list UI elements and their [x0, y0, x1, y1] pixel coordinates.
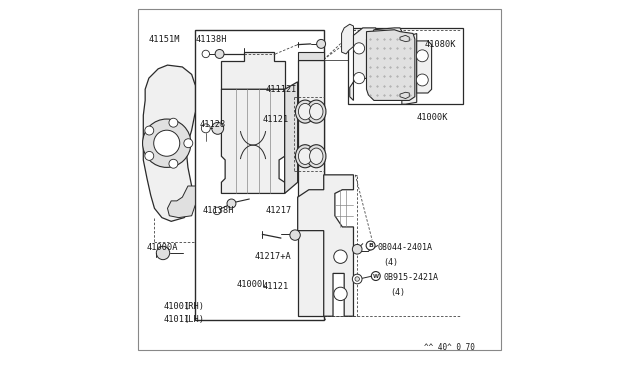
- Text: (RH): (RH): [183, 302, 204, 311]
- Ellipse shape: [310, 148, 323, 164]
- Text: (LH): (LH): [183, 315, 204, 324]
- Polygon shape: [400, 92, 410, 99]
- Circle shape: [417, 74, 428, 86]
- Circle shape: [290, 230, 300, 240]
- Text: 41151M: 41151M: [148, 35, 180, 44]
- Ellipse shape: [296, 100, 315, 123]
- Circle shape: [145, 151, 154, 160]
- Circle shape: [213, 207, 221, 215]
- Circle shape: [392, 52, 404, 64]
- Ellipse shape: [307, 100, 326, 123]
- Polygon shape: [367, 30, 415, 100]
- Text: 41138H: 41138H: [203, 206, 234, 215]
- Circle shape: [145, 126, 154, 135]
- Text: (4): (4): [383, 258, 398, 267]
- Ellipse shape: [310, 103, 323, 120]
- Polygon shape: [221, 52, 285, 89]
- Ellipse shape: [298, 103, 312, 120]
- Text: 41121: 41121: [262, 115, 289, 124]
- Polygon shape: [168, 186, 195, 218]
- Circle shape: [353, 274, 362, 284]
- Circle shape: [317, 39, 326, 48]
- Text: 41001: 41001: [164, 302, 190, 311]
- Text: (4): (4): [390, 288, 405, 296]
- Circle shape: [202, 50, 209, 58]
- Text: 41000L: 41000L: [236, 280, 268, 289]
- Text: 08044-2401A: 08044-2401A: [378, 243, 433, 252]
- Text: 41121: 41121: [262, 282, 289, 291]
- Polygon shape: [298, 60, 324, 316]
- Text: W: W: [372, 273, 379, 279]
- Text: 41112I: 41112I: [266, 85, 298, 94]
- Circle shape: [366, 241, 375, 250]
- Polygon shape: [417, 41, 431, 93]
- Ellipse shape: [298, 148, 312, 164]
- Text: 41080K: 41080K: [424, 40, 456, 49]
- Polygon shape: [349, 28, 376, 100]
- Circle shape: [169, 159, 178, 168]
- Circle shape: [355, 277, 360, 281]
- Polygon shape: [372, 28, 417, 104]
- Text: ^^ 40^ 0 70: ^^ 40^ 0 70: [424, 343, 475, 352]
- Circle shape: [334, 250, 347, 263]
- Ellipse shape: [307, 145, 326, 168]
- Circle shape: [371, 272, 380, 280]
- Polygon shape: [143, 65, 195, 221]
- Text: 41000A: 41000A: [147, 243, 179, 252]
- Text: 0B915-2421A: 0B915-2421A: [384, 273, 439, 282]
- Circle shape: [353, 73, 365, 84]
- Bar: [195, 30, 324, 320]
- Circle shape: [215, 49, 224, 58]
- Text: 41138H: 41138H: [195, 35, 227, 44]
- Circle shape: [156, 246, 170, 260]
- Polygon shape: [298, 52, 324, 60]
- Bar: [348, 28, 463, 104]
- Text: 41128: 41128: [199, 120, 225, 129]
- Polygon shape: [298, 175, 353, 316]
- Circle shape: [212, 122, 223, 134]
- Text: B: B: [368, 243, 373, 248]
- Circle shape: [334, 287, 347, 301]
- Ellipse shape: [296, 145, 315, 168]
- Circle shape: [154, 130, 180, 156]
- Circle shape: [169, 118, 178, 127]
- Polygon shape: [221, 89, 285, 193]
- Circle shape: [381, 68, 393, 80]
- Text: 41011: 41011: [164, 315, 190, 324]
- Circle shape: [202, 124, 211, 133]
- Text: 41000K: 41000K: [417, 113, 448, 122]
- Circle shape: [353, 43, 365, 54]
- Circle shape: [417, 50, 428, 62]
- Circle shape: [227, 199, 236, 208]
- Circle shape: [381, 35, 393, 47]
- Text: 41217: 41217: [266, 206, 292, 215]
- Circle shape: [143, 119, 191, 167]
- Polygon shape: [285, 82, 298, 193]
- Polygon shape: [400, 35, 410, 42]
- Polygon shape: [342, 24, 353, 54]
- Circle shape: [184, 139, 193, 148]
- Circle shape: [353, 244, 362, 254]
- Text: 41217+A: 41217+A: [255, 252, 292, 261]
